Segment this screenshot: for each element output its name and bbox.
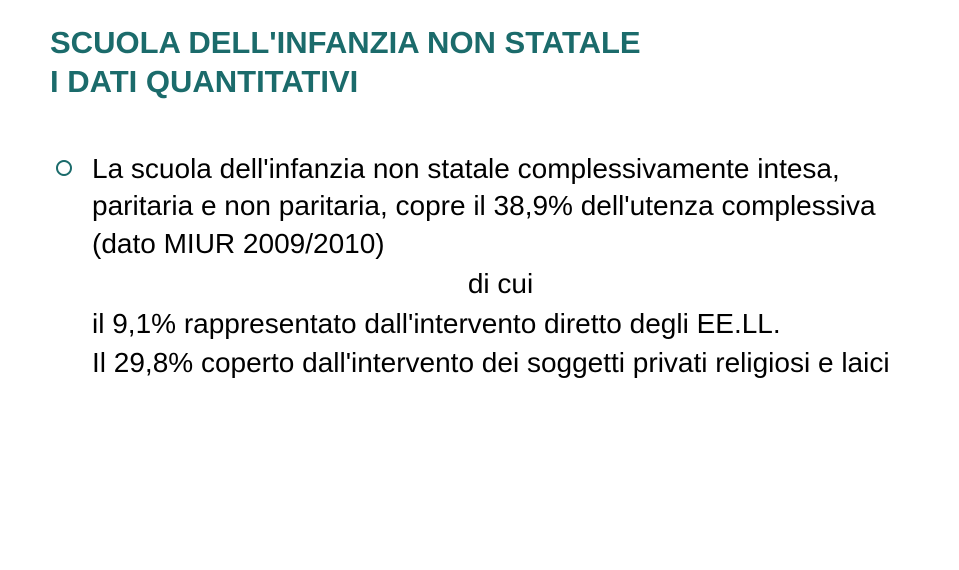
- slide-title: SCUOLA DELL'INFANZIA NON STATALE I DATI …: [50, 24, 909, 102]
- title-line-1: SCUOLA DELL'INFANZIA NON STATALE: [50, 25, 641, 60]
- bullet-item: La scuola dell'infanzia non statale comp…: [50, 150, 909, 383]
- sub-line-2: Il 29,8% coperto dall'intervento dei sog…: [92, 344, 909, 382]
- bullet-main-text: La scuola dell'infanzia non statale comp…: [92, 150, 909, 263]
- di-cui-text: di cui: [92, 265, 909, 303]
- circle-bullet-icon: [56, 160, 72, 176]
- title-line-2: I DATI QUANTITATIVI: [50, 64, 358, 99]
- slide-body: La scuola dell'infanzia non statale comp…: [50, 150, 909, 383]
- sub-line-1: il 9,1% rappresentato dall'intervento di…: [92, 305, 909, 343]
- bullet-list: La scuola dell'infanzia non statale comp…: [50, 150, 909, 383]
- slide-container: SCUOLA DELL'INFANZIA NON STATALE I DATI …: [0, 0, 959, 570]
